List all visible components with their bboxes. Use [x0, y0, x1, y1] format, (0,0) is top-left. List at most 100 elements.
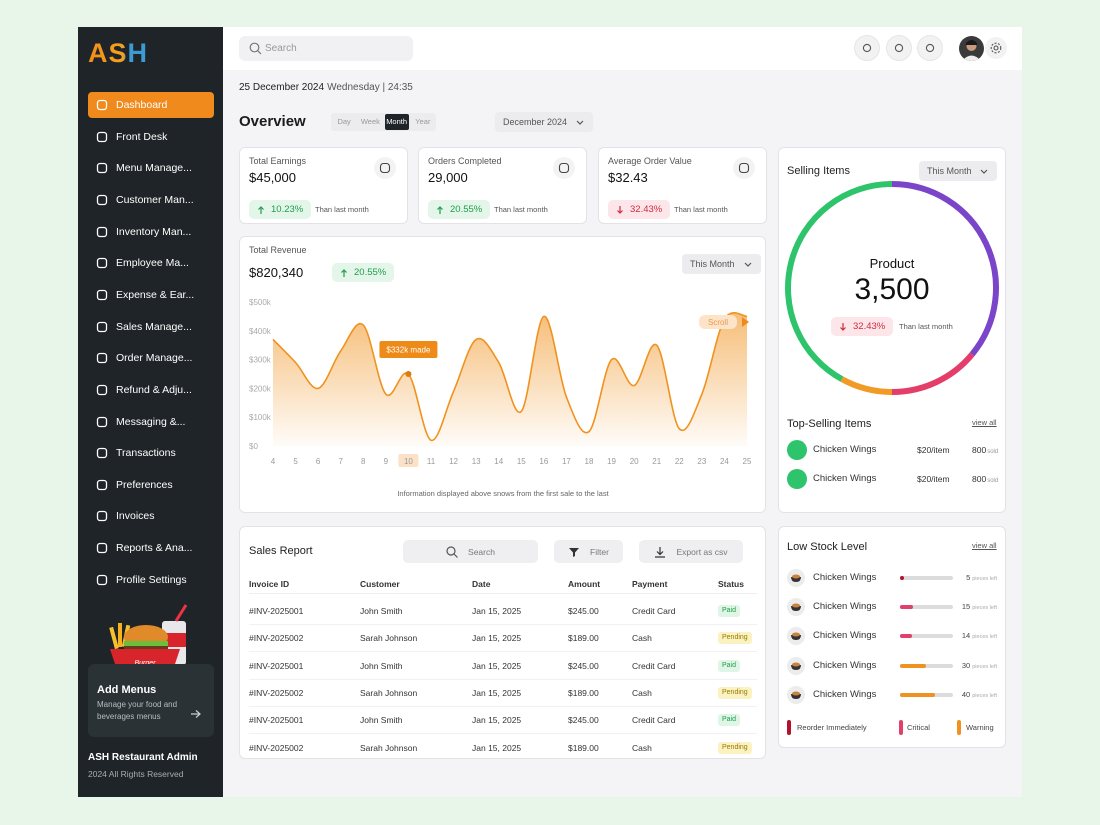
menu-item[interactable]: Order Manage... [88, 345, 214, 371]
scroll-label: Scroll [708, 318, 728, 327]
status-pill: Paid [718, 714, 741, 727]
menu-item[interactable]: Front Desk [88, 124, 214, 150]
top-selling-title: Top-Selling Items [787, 418, 872, 430]
icon-part [453, 553, 458, 558]
change-value: 10.23% [271, 204, 304, 215]
stat-note: Than last month [674, 205, 728, 214]
dropdown[interactable]: December 2024 [495, 112, 593, 132]
menu-label: Employee Ma... [116, 257, 189, 270]
icon-part [962, 55, 981, 61]
menu-item[interactable]: Profile Settings [88, 567, 214, 593]
menu-item[interactable]: Invoices [88, 503, 214, 529]
settings-button[interactable] [985, 37, 1007, 59]
period-tab[interactable]: Week [360, 117, 380, 126]
x-tick-label: 5 [293, 457, 298, 466]
icon-part [791, 577, 801, 582]
view-all[interactable]: view all [972, 418, 997, 427]
icon-part [191, 710, 201, 718]
dropdown[interactable]: This Month [682, 254, 761, 274]
menu-item[interactable]: Expense & Ear... [88, 282, 214, 308]
stat-glyph [738, 162, 750, 174]
menu-item[interactable]: Reports & Ana... [88, 535, 214, 561]
export-button[interactable]: Export as csv [639, 540, 743, 563]
icon-part [96, 258, 108, 269]
lettuce [124, 641, 168, 646]
icon-part [249, 42, 260, 53]
stat-glyph [558, 162, 570, 174]
stock-bar [900, 634, 913, 639]
row-divider [249, 733, 757, 735]
item-price: $20/item [917, 445, 950, 455]
chevron [576, 120, 584, 125]
top-icon-button[interactable] [886, 35, 912, 61]
table-cell: Cash [632, 687, 652, 698]
stock-pieces: 40 [961, 689, 971, 699]
sales-card: Sales Report Search Filter Export as csv Inv… [239, 526, 766, 759]
dropdown[interactable]: This Month [919, 161, 997, 181]
stock-pieces: 5 [966, 573, 971, 582]
promo-card[interactable]: Add Menus Manage your food and beverages … [88, 664, 214, 737]
menu-item[interactable]: Sales Manage... [88, 314, 214, 340]
stock-track [900, 605, 953, 610]
stat-value: $32.43 [608, 170, 648, 185]
icon-part [791, 635, 801, 641]
menu-item[interactable]: Employee Ma... [88, 250, 214, 276]
icon-part [437, 205, 443, 214]
icon-part [791, 693, 801, 699]
change-pill: 10.23% [249, 200, 312, 219]
icon-part [96, 353, 108, 364]
menu-item[interactable]: Inventory Man... [88, 219, 214, 245]
menu-item[interactable]: Transactions [88, 440, 214, 466]
menu-item[interactable]: Messaging &... [88, 409, 214, 435]
menu-label: Refund & Adju... [116, 383, 192, 396]
search-box[interactable]: Search [239, 36, 413, 61]
table-cell: John Smith [360, 660, 403, 671]
period-tab[interactable]: Year [415, 117, 431, 126]
menu-icon [96, 353, 108, 364]
y-tick-label: $100k [249, 413, 272, 422]
menu-item[interactable]: Menu Manage... [88, 155, 214, 181]
bowl [791, 662, 801, 670]
menu-item[interactable]: Dashboard [88, 92, 214, 118]
x-tick-label: 10 [404, 457, 413, 466]
header-divider [249, 593, 757, 594]
sold-unit: sold [987, 478, 999, 484]
x-tick-highlight [398, 454, 419, 467]
menu-icon [96, 447, 108, 459]
table-cell: Jan 15, 2025 [472, 742, 522, 753]
item-name: Chicken Wings [813, 444, 877, 455]
x-tick-label: 7 [338, 457, 343, 466]
top-icon-button[interactable] [917, 35, 943, 61]
item-price: $20/item [917, 474, 950, 484]
menu-label: Profile Settings [116, 573, 187, 586]
column-header: Status [718, 579, 744, 589]
icon-part [96, 99, 108, 111]
icon-part [96, 479, 108, 490]
avatar[interactable] [959, 36, 984, 61]
menu-item[interactable]: Preferences [88, 472, 214, 498]
table-cell: Jan 15, 2025 [472, 687, 522, 698]
filter-button[interactable]: Filter [554, 540, 623, 563]
period-tab[interactable]: Month [384, 114, 409, 130]
status-pill: Paid [718, 659, 741, 672]
top-icon [862, 43, 872, 53]
change-value: 20.55% [354, 267, 387, 278]
icon-part [576, 120, 584, 125]
view-all[interactable]: view all [972, 541, 997, 550]
search-icon [249, 42, 262, 55]
bowl [791, 691, 801, 699]
period-tab[interactable]: Day [337, 117, 351, 126]
table-cell: $245.00 [568, 715, 599, 726]
table-cell: $245.00 [568, 660, 599, 671]
menu-item[interactable]: Refund & Adju... [88, 377, 214, 403]
y-tick-label: $200k [249, 384, 272, 393]
icon-part [792, 662, 800, 667]
menu-label: Customer Man... [116, 193, 194, 206]
sales-search[interactable]: Search [403, 540, 538, 563]
stat-glyph [379, 162, 391, 174]
menu-item[interactable]: Customer Man... [88, 187, 214, 213]
stat-note: Than last month [494, 205, 548, 214]
dropdown-label: This Month [927, 166, 972, 176]
stock-name: Chicken Wings [813, 688, 877, 700]
top-icon-button[interactable] [854, 35, 880, 61]
